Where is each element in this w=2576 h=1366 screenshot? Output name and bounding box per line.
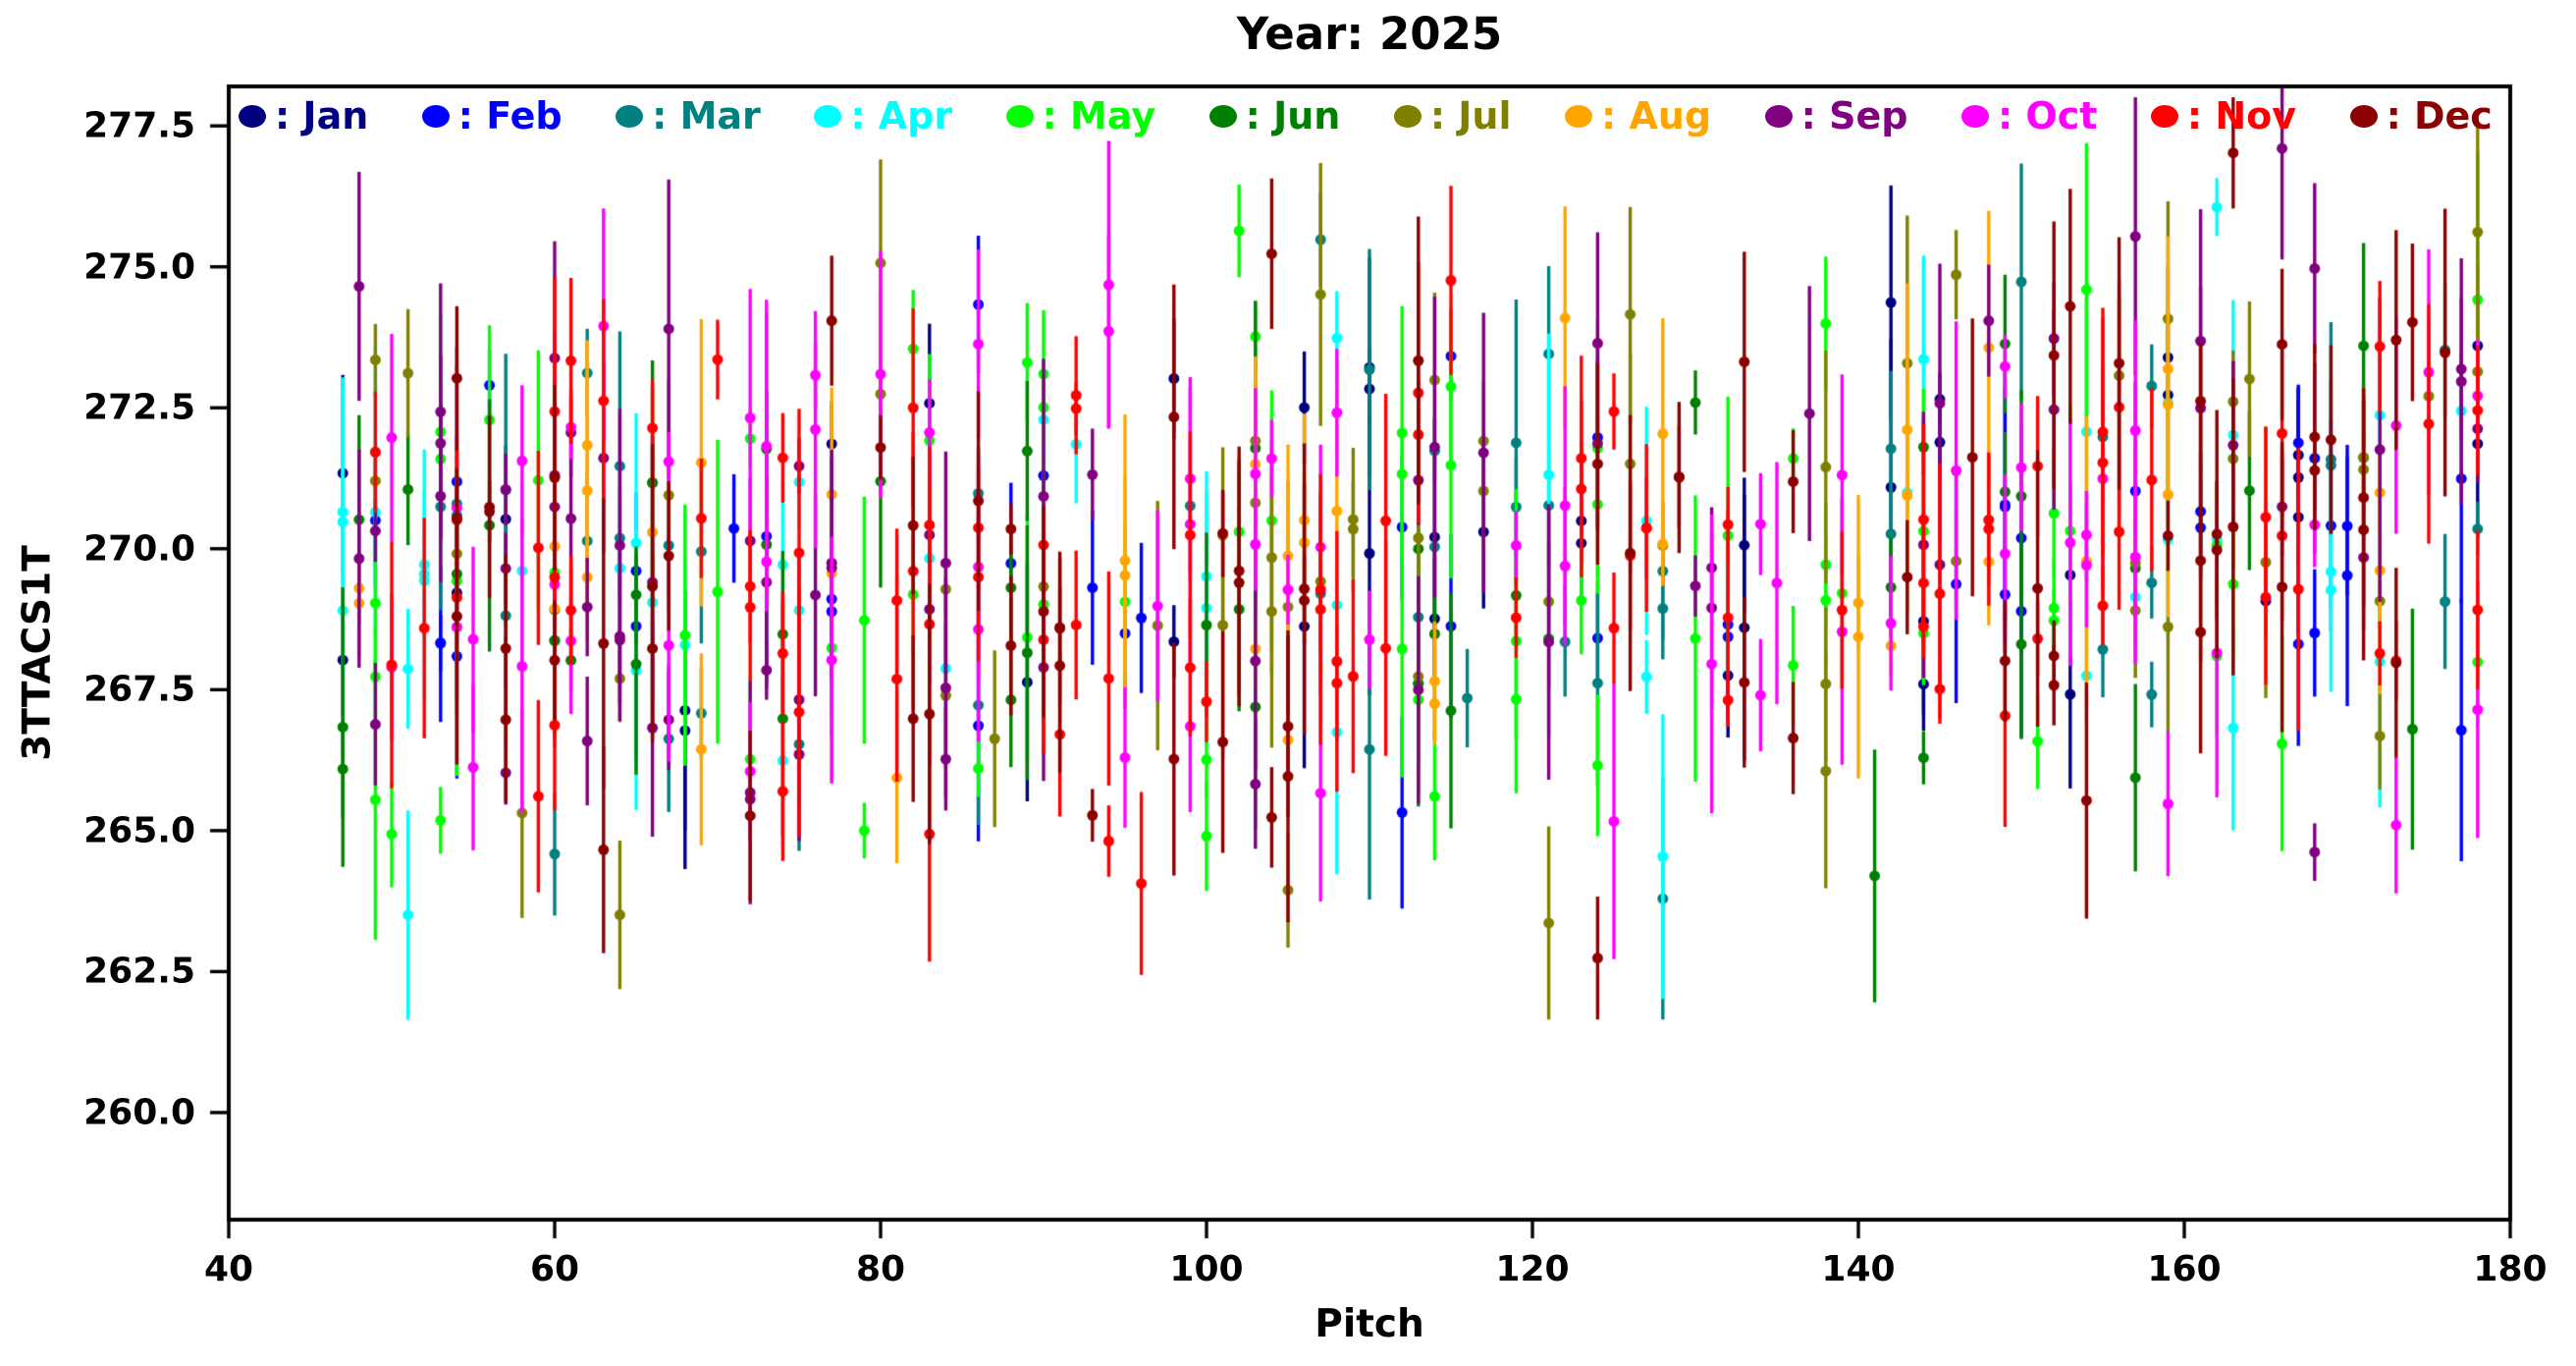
y-tick-label: 277.5 bbox=[83, 105, 195, 146]
y-axis-label: 3TTACS1T bbox=[15, 545, 60, 761]
jun-marker-icon bbox=[1208, 104, 1237, 128]
legend-item-mar: : Mar bbox=[616, 97, 761, 135]
x-tick-label: 180 bbox=[2473, 1249, 2548, 1289]
legend-label-jun: : Jun bbox=[1245, 94, 1341, 137]
x-tick-label: 100 bbox=[1169, 1249, 1244, 1289]
chart-title: Year: 2025 bbox=[1236, 8, 1503, 60]
y-tick-label: 260.0 bbox=[83, 1092, 195, 1133]
y-tick-label: 262.5 bbox=[83, 951, 195, 992]
legend: : Jan : Feb : Mar : Apr : May : Jun : Ju… bbox=[239, 90, 2493, 141]
jul-marker-icon bbox=[1393, 104, 1422, 128]
legend-item-dec: : Dec bbox=[2349, 94, 2493, 137]
legend-item-nov: : Nov bbox=[2150, 94, 2297, 137]
nov-marker-icon bbox=[2150, 104, 2178, 128]
x-tick-label: 120 bbox=[1495, 1249, 1570, 1289]
y-tick-label: 265.0 bbox=[83, 810, 195, 851]
x-tick-label: 140 bbox=[1821, 1249, 1896, 1289]
may-marker-icon bbox=[1005, 104, 1034, 128]
legend-label-dec: : Dec bbox=[2386, 94, 2493, 137]
legend-label-mar: : Mar bbox=[652, 94, 761, 137]
dec-marker-icon bbox=[2349, 104, 2378, 128]
legend-label-oct: : Oct bbox=[1997, 94, 2098, 137]
legend-label-nov: : Nov bbox=[2186, 94, 2297, 137]
legend-label-jul: : Jul bbox=[1429, 94, 1512, 137]
feb-marker-icon bbox=[421, 104, 450, 128]
legend-item-sep: : Sep bbox=[1764, 94, 1908, 137]
x-tick-label: 60 bbox=[529, 1249, 580, 1289]
legend-item-jul: : Jul bbox=[1393, 94, 1512, 137]
x-tick-label: 80 bbox=[855, 1249, 906, 1289]
aug-marker-icon bbox=[1565, 104, 1593, 128]
legend-item-jan: : Jan bbox=[239, 97, 368, 135]
sep-marker-icon bbox=[1764, 104, 1793, 128]
legend-item-may: : May bbox=[1005, 94, 1156, 137]
mar-marker-icon bbox=[616, 104, 644, 128]
x-tick-label: 160 bbox=[2147, 1249, 2222, 1289]
legend-label-sep: : Sep bbox=[1800, 94, 1908, 137]
oct-marker-icon bbox=[1960, 104, 1989, 128]
legend-item-jun: : Jun bbox=[1208, 94, 1341, 137]
x-axis-label: Pitch bbox=[1315, 1302, 1424, 1346]
y-tick-label: 267.5 bbox=[83, 669, 195, 710]
legend-item-oct: : Oct bbox=[1960, 94, 2098, 137]
legend-label-feb: : Feb bbox=[457, 94, 563, 137]
legend-label-apr: : Apr bbox=[850, 94, 953, 137]
legend-label-jan: : Jan bbox=[275, 94, 369, 137]
legend-label-aug: : Aug bbox=[1601, 94, 1712, 137]
y-tick-label: 270.0 bbox=[83, 528, 195, 570]
y-tick-label: 275.0 bbox=[83, 246, 195, 288]
legend-item-feb: : Feb bbox=[421, 94, 563, 137]
x-tick-label: 40 bbox=[203, 1249, 254, 1289]
apr-marker-icon bbox=[814, 104, 842, 128]
jan-marker-icon bbox=[239, 104, 266, 128]
legend-label-may: : May bbox=[1042, 94, 1156, 137]
legend-item-aug: : Aug bbox=[1565, 97, 1711, 135]
legend-item-apr: : Apr bbox=[814, 97, 952, 135]
y-tick-label: 272.5 bbox=[83, 387, 195, 428]
